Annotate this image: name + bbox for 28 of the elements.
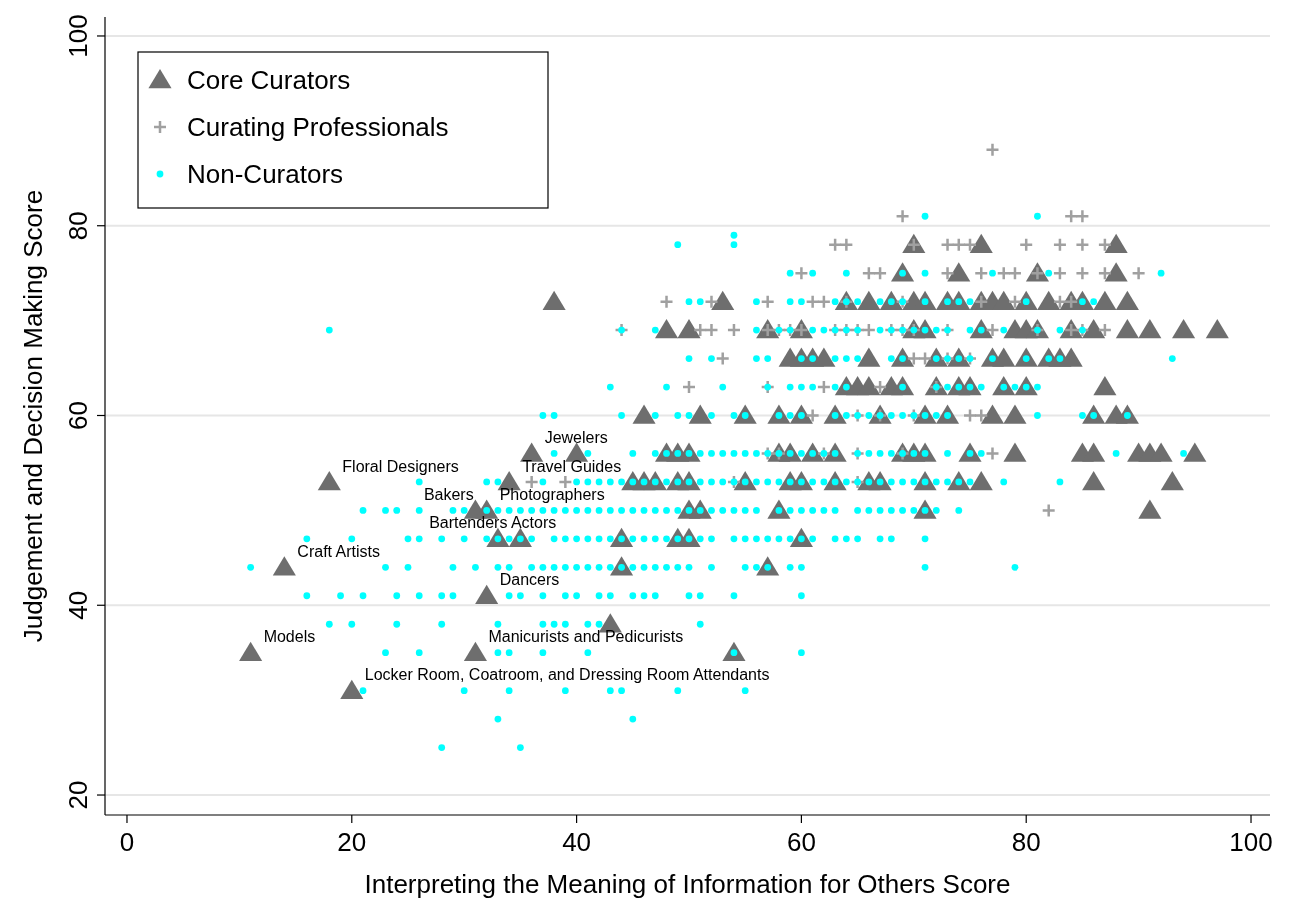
legend-label: Non-Curators: [187, 159, 344, 190]
y-tick-label: 20: [63, 780, 93, 810]
annotation: Jewelers: [544, 429, 608, 447]
y-tick-label: 40: [63, 590, 93, 620]
annotation: Actors: [510, 514, 557, 532]
annotation: Bakers: [423, 485, 474, 503]
annotation: Models: [263, 628, 316, 646]
annotation: Photographers: [499, 485, 605, 503]
x-tick-label: 20: [337, 827, 367, 857]
y-axis-title: Judgement and Decision Making Score: [18, 189, 48, 643]
y-tick-label: 100: [63, 14, 93, 58]
legend-label: Curating Professionals: [187, 112, 449, 143]
y-tick-label: 80: [63, 211, 93, 241]
x-tick-label: 0: [119, 827, 135, 857]
annotation: Locker Room, Coatroom, and Dressing Room Attendants: [364, 666, 770, 684]
annotation: Floral Designers: [342, 457, 459, 475]
x-tick-label: 40: [562, 827, 592, 857]
annotation: Craft Artists: [297, 542, 381, 560]
annotation: Dancers: [499, 571, 560, 589]
annotation: Bartenders: [429, 514, 508, 532]
annotation: Travel Guides: [522, 457, 622, 475]
x-tick-label: 100: [1229, 827, 1273, 857]
x-tick-label: 80: [1011, 827, 1041, 857]
y-tick-label: 60: [63, 401, 93, 430]
x-axis-title: Interpreting the Meaning of Information for Others Score: [364, 869, 1011, 899]
legend-label: Core Curators: [187, 65, 351, 96]
x-tick-label: 60: [786, 827, 816, 857]
annotation: Manicurists and Pedicurists: [488, 628, 684, 646]
